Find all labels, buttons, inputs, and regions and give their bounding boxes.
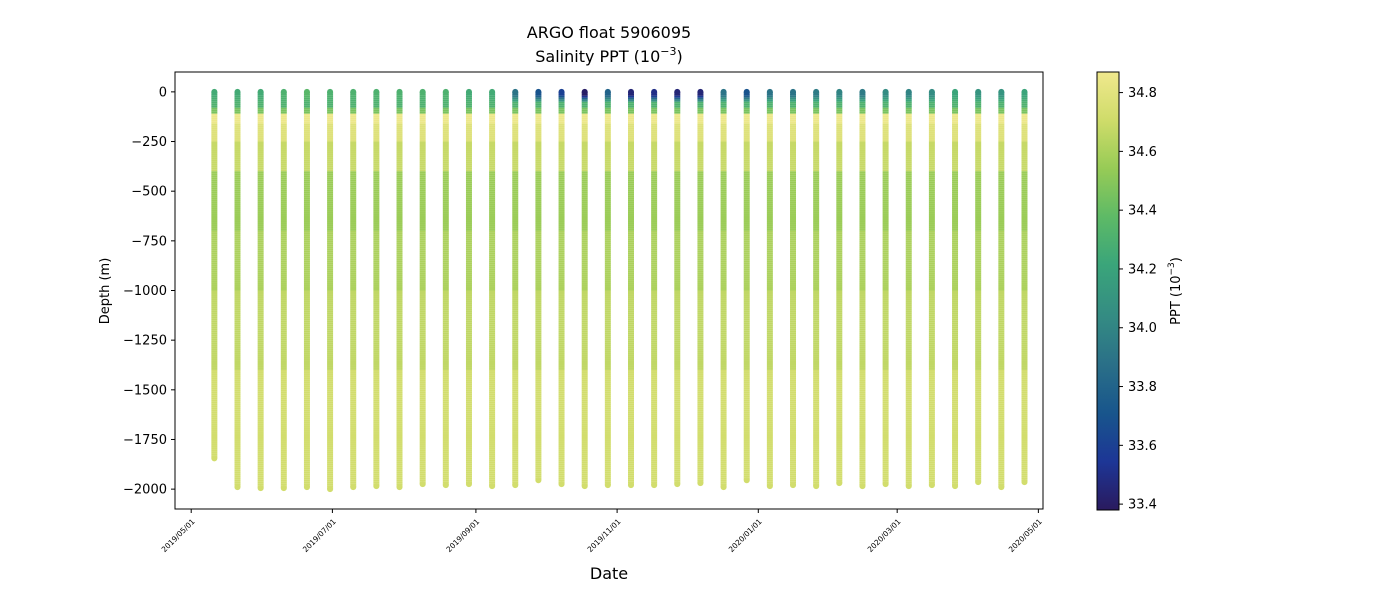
profile-2019-11-27 <box>674 88 681 488</box>
profile-2019-12-27 <box>743 88 750 484</box>
profile-bottom-point <box>674 481 681 488</box>
profile-top-point <box>234 88 241 95</box>
profile-2019-09-18 <box>512 88 519 489</box>
profile-top-point <box>743 88 750 95</box>
profile-bottom-point <box>257 485 264 492</box>
profile-top-point <box>465 88 472 95</box>
chart-subtitle: Salinity PPT (10−3) <box>535 45 683 66</box>
profile-top-point <box>327 88 334 95</box>
profile-bottom-point <box>489 483 496 490</box>
profile-2019-07-30 <box>396 88 403 491</box>
profile-bottom-point <box>465 481 472 488</box>
profiles-layer <box>211 88 1028 493</box>
profile-2019-05-21 <box>234 88 241 491</box>
profile-top-point <box>581 88 588 95</box>
profile-bottom-point <box>512 482 519 489</box>
profile-bottom-point <box>350 484 357 491</box>
profile-2019-11-07 <box>627 88 634 489</box>
profile-bottom-point <box>604 482 611 489</box>
profile-2019-07-20 <box>373 88 380 490</box>
profile-bottom-point <box>743 477 750 484</box>
profile-2019-06-10 <box>280 88 287 492</box>
profile-bottom-point <box>234 484 241 491</box>
profile-top-point <box>396 88 403 95</box>
profile-bottom-point <box>373 483 380 490</box>
profile-2019-12-07 <box>697 88 704 487</box>
profile-2019-08-09 <box>419 88 426 488</box>
profile-top-point <box>674 88 681 95</box>
profile-top-point <box>604 88 611 95</box>
profile-top-point <box>697 88 704 95</box>
profile-bottom-point <box>396 484 403 491</box>
profile-top-point <box>535 88 542 95</box>
profile-bottom-point <box>303 484 310 491</box>
profile-top-point <box>720 88 727 95</box>
profile-top-point <box>419 88 426 95</box>
profile-2019-10-08 <box>558 88 565 488</box>
profile-2019-09-28 <box>535 88 542 484</box>
profile-bottom-point <box>558 481 565 488</box>
profile-top-point <box>373 88 380 95</box>
profile-2019-08-19 <box>442 88 449 489</box>
profile-bottom-point <box>327 486 334 493</box>
profile-2019-12-17 <box>720 88 727 491</box>
profile-top-point <box>211 88 218 95</box>
chart-title: ARGO float 5906095 <box>527 23 691 42</box>
profile-top-point <box>512 88 519 95</box>
profile-2019-10-28 <box>604 88 611 489</box>
profile-top-point <box>627 88 634 95</box>
profile-bottom-point <box>651 482 658 489</box>
profile-2020-01-06 <box>766 88 773 490</box>
profile-top-point <box>442 88 449 95</box>
profile-2019-09-08 <box>489 88 496 490</box>
profile-2019-08-29 <box>465 88 472 488</box>
profile-top-point <box>303 88 310 95</box>
profile-2019-06-20 <box>303 88 310 491</box>
profile-2019-05-11 <box>211 88 218 462</box>
profile-bottom-point <box>627 482 634 489</box>
profile-top-point <box>489 88 496 95</box>
profile-bottom-point <box>280 485 287 492</box>
plot-area: 0−250−500−750−1000−1250−1500−1750−2000 2… <box>123 71 1044 554</box>
profile-top-point <box>257 88 264 95</box>
profile-top-point <box>651 88 658 95</box>
profile-top-point <box>280 88 287 95</box>
profile-2019-10-18 <box>581 88 588 490</box>
profile-bottom-point <box>211 455 218 462</box>
profile-bottom-point <box>720 484 727 491</box>
profile-bottom-point <box>442 482 449 489</box>
profile-2019-07-10 <box>350 88 357 491</box>
profile-bottom-point <box>581 483 588 490</box>
profile-top-point <box>558 88 565 95</box>
profile-2019-05-31 <box>257 88 264 492</box>
profile-bottom-point <box>419 481 426 488</box>
profile-top-point <box>350 88 357 95</box>
profile-bottom-point <box>535 477 542 484</box>
profile-bottom-point <box>697 480 704 487</box>
profile-2019-11-17 <box>651 88 658 489</box>
profile-2019-06-30 <box>327 88 334 493</box>
